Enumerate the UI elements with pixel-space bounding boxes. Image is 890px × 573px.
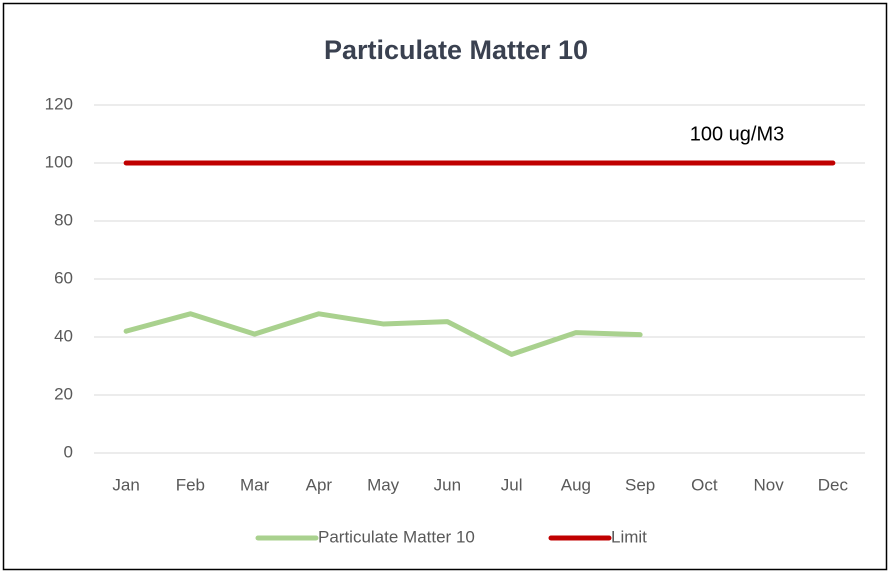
y-tick-label: 60: [54, 268, 73, 287]
annotation: 100 ug/M3: [690, 123, 785, 145]
x-tick-label: Jun: [434, 475, 461, 494]
x-tick-label: Apr: [306, 475, 333, 494]
x-tick-label: Mar: [240, 475, 270, 494]
x-tick-label: Sep: [625, 475, 655, 494]
x-tick-label: Dec: [818, 475, 849, 494]
legend-label: Limit: [611, 527, 647, 546]
data-line: [123, 311, 643, 357]
y-tick-label: 0: [64, 442, 73, 461]
y-tick-label: 40: [54, 326, 73, 345]
x-tick-label: Oct: [691, 475, 718, 494]
x-tick-label: Aug: [561, 475, 591, 494]
x-tick-label: May: [367, 475, 400, 494]
y-tick-label: 120: [45, 94, 73, 113]
y-tick-label: 20: [54, 384, 73, 403]
legend-label: Particulate Matter 10: [318, 527, 475, 546]
y-tick-label: 100: [45, 152, 73, 171]
chart-title: Particulate Matter 10: [324, 35, 588, 65]
y-tick-label: 80: [54, 210, 73, 229]
x-tick-label: Jan: [112, 475, 139, 494]
x-tick-label: Jul: [501, 475, 523, 494]
x-tick-label: Nov: [754, 475, 785, 494]
x-tick-label: Feb: [176, 475, 205, 494]
